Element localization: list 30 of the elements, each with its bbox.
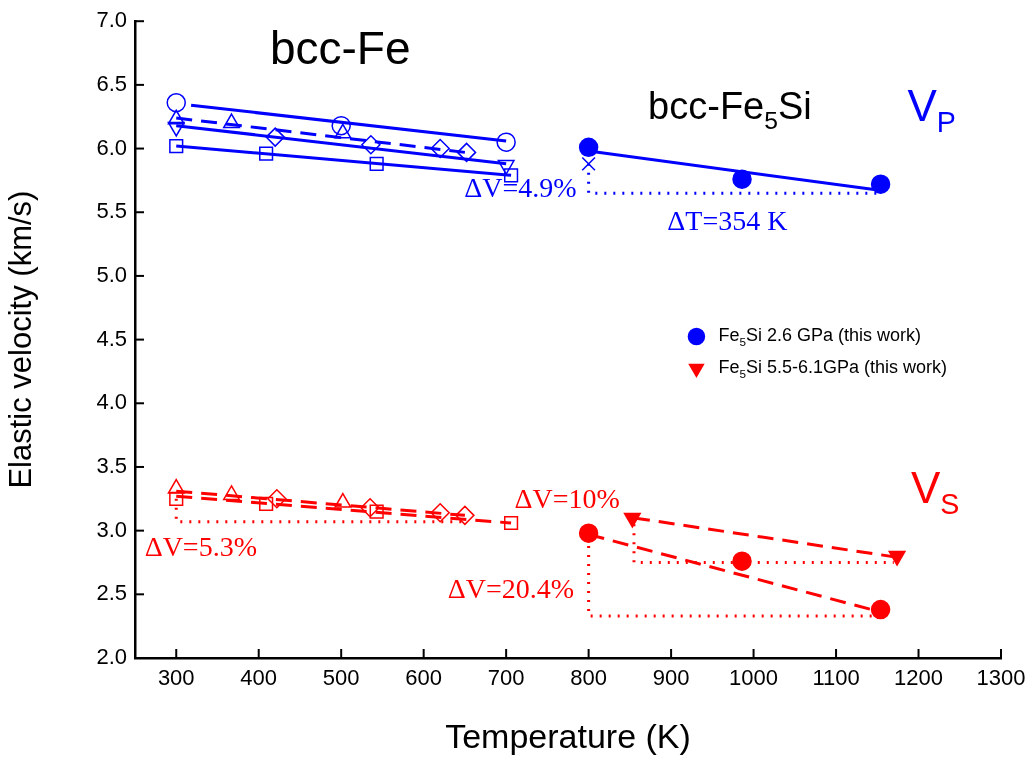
y-tick-label: 5.0	[96, 261, 127, 287]
x-tick-label: 700	[487, 665, 525, 691]
annotation: ΔT=354 K	[667, 205, 788, 237]
x-tick-label: 1100	[812, 665, 860, 691]
x-tick-label: 1300	[976, 665, 1026, 691]
y-tick-label: 5.5	[96, 198, 127, 224]
y-tick-label: 6.5	[96, 70, 127, 96]
y-axis-title: Elastic velocity (km/s)	[3, 190, 39, 489]
y-tick-label: 3.5	[96, 453, 127, 479]
annotation: ΔV=5.3%	[144, 530, 257, 562]
annotation: bcc-Fe	[269, 21, 411, 74]
x-tick-label: 500	[322, 665, 360, 691]
x-axis-title: Temperature (K)	[445, 716, 691, 755]
x-tick-label: 600	[405, 665, 443, 691]
annotation: ΔV=10%	[514, 483, 620, 515]
x-tick-label: 800	[570, 665, 607, 691]
y-tick-label: 6.0	[96, 134, 127, 160]
x-tick-label: 300	[157, 665, 195, 691]
x-tick-label: 900	[652, 665, 690, 691]
x-tick-label: 400	[240, 665, 278, 691]
annotation: ΔV=20.4%	[447, 572, 575, 604]
y-tick-label: 4.0	[96, 389, 127, 415]
y-tick-label: 2.0	[96, 644, 127, 670]
annotation: ΔV=4.9%	[464, 172, 577, 204]
x-tick-label: 1200	[894, 665, 943, 691]
y-tick-label: 2.5	[96, 580, 127, 606]
y-tick-label: 7.0	[96, 7, 127, 33]
y-tick-label: 3.0	[96, 516, 127, 542]
y-tick-label: 4.5	[96, 325, 127, 351]
x-tick-label: 1000	[729, 665, 779, 691]
